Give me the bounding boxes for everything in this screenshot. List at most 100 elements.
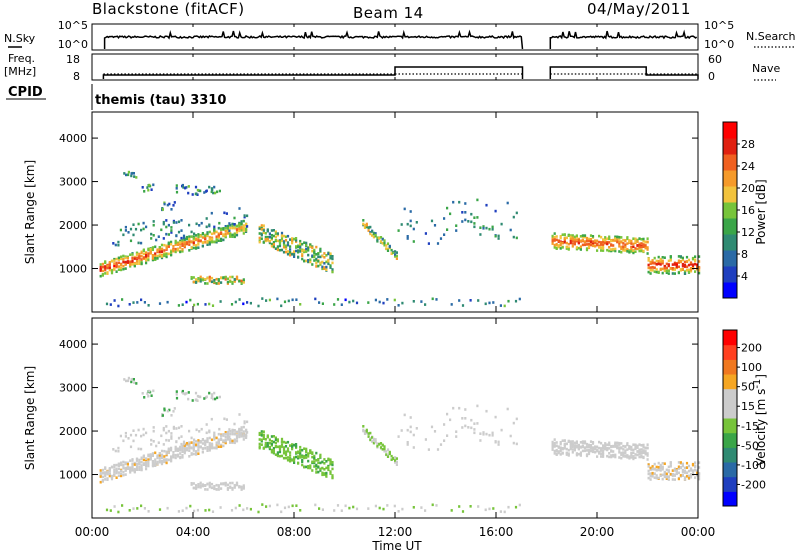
power-cell-191: [160, 253, 164, 257]
velocity-cell-1365: [669, 461, 672, 464]
power-cell-1437: [694, 270, 697, 273]
x-tick-label-1: 04:00: [176, 525, 211, 539]
velocity-cell-1391: [679, 474, 682, 477]
power-cell-1260: [636, 247, 639, 251]
power-cell-431: [238, 227, 241, 231]
power-cell-1101: [581, 234, 584, 237]
velocity-cell-1306: [651, 465, 654, 468]
power-cell-280: [190, 235, 193, 238]
velocity-cell-363: [215, 445, 218, 448]
velocity-cell-300: [195, 450, 198, 453]
power-cell-557: [175, 190, 179, 194]
power-cell-1221: [622, 245, 625, 249]
power-cell-1496: [344, 298, 347, 302]
power-cell-920: [381, 238, 384, 241]
velocity-cell-476: [150, 438, 153, 442]
power-cell-1206: [618, 245, 621, 248]
power-cell-1281: [642, 237, 645, 241]
power-cell-1219: [622, 249, 625, 252]
power-cell-1351: [665, 262, 668, 266]
power-cell-1046: [563, 233, 566, 236]
power-cell-250: [179, 250, 182, 254]
power-cell-202: [163, 254, 166, 257]
power-cell-519: [218, 221, 221, 225]
noise-right-tick-bottom: 10^0: [704, 38, 734, 51]
power-cell-258: [181, 244, 184, 247]
velocity-cell-1518: [484, 508, 487, 512]
power-cell-1146: [598, 234, 601, 238]
power-cell-197: [163, 249, 166, 252]
velocity-cell-952: [409, 416, 412, 419]
velocity-cell-103: [131, 469, 134, 472]
power-cell-1075: [573, 240, 576, 244]
velocity-cell-940: [394, 461, 397, 464]
power-cell-1087: [577, 237, 580, 241]
power-cell-1185: [610, 248, 613, 251]
power-cell-650: [233, 278, 236, 281]
velocity-cell-50: [115, 467, 118, 471]
velocity-cell-991: [488, 433, 491, 437]
velocity-cell-662: [242, 484, 245, 487]
velocity-cell-570: [203, 397, 206, 400]
velocity-cell-1185: [610, 454, 613, 457]
power-cell-866: [325, 265, 328, 269]
power-cell-50: [115, 261, 118, 265]
velocity-cell-67: [120, 469, 123, 473]
power-cell-19: [104, 265, 107, 268]
power-cell-41: [110, 269, 114, 272]
power-cell-1513: [450, 303, 453, 306]
velocity-cell-145: [145, 467, 148, 471]
power-cell-1424: [689, 263, 693, 266]
power-cell-638: [224, 275, 227, 279]
velocity-cell-1296: [647, 469, 650, 473]
velocity-cell-444: [242, 438, 245, 441]
velocity-cell-871: [327, 465, 330, 469]
velocity-cell-190: [160, 462, 164, 466]
velocity-cell-1300: [649, 478, 652, 481]
velocity-cell-1075: [573, 446, 576, 450]
power-cell-419: [233, 226, 236, 230]
power-cell-1493: [333, 303, 336, 306]
velocity-cell-790: [301, 455, 304, 459]
velocity-cell-565: [196, 399, 199, 402]
power-cell-453: [245, 228, 248, 232]
velocity-cell-614: [206, 482, 209, 486]
velocity-cell-1231: [626, 448, 629, 451]
velocity-cell-1089: [577, 445, 580, 448]
velocity-cell-221: [170, 459, 173, 463]
power-cell-380: [222, 238, 225, 242]
velocity-cell-1196: [614, 453, 617, 457]
power-cell-1067: [571, 234, 574, 237]
velocity-cell-192: [160, 461, 164, 464]
power-cell-528: [243, 214, 246, 217]
velocity-cell-1333: [659, 474, 662, 477]
power-cell-1480: [261, 297, 264, 300]
velocity-cell-688: [266, 445, 269, 448]
velocity-cell-758: [289, 457, 292, 460]
power-cell-486: [162, 222, 165, 226]
velocity-cell-479: [152, 426, 155, 429]
velocity-cell-1118: [587, 451, 591, 454]
velocity-cell-337: [208, 447, 211, 450]
power-cell-405: [229, 226, 232, 230]
velocity-cell-950: [406, 441, 409, 444]
velocity-cell-1171: [606, 454, 609, 458]
power-cell-363: [215, 239, 218, 242]
noise-left-tick-bottom: 10^0: [58, 38, 88, 51]
velocity-cell-599: [195, 487, 198, 490]
power-cell-243: [176, 248, 179, 251]
power-cell-985: [479, 233, 482, 236]
power-cell-1419: [687, 270, 691, 274]
velocity-cell-1374: [673, 478, 676, 481]
velocity-cell-1077: [573, 448, 576, 452]
velocity-cell-234: [174, 449, 177, 452]
velocity-colorbar-bin-7: [723, 388, 737, 404]
noise-panel: N.Sky 10^5 10^0 10^5 10^0 N.Search: [4, 19, 796, 51]
power-cell-477: [150, 237, 153, 240]
power-cell-804: [305, 241, 308, 245]
velocity-cell-1069: [571, 451, 574, 454]
power-cell-977: [467, 220, 470, 223]
velocity-cell-1265: [638, 455, 641, 459]
power-cell-871: [327, 259, 330, 263]
power-cell-939: [394, 250, 397, 253]
